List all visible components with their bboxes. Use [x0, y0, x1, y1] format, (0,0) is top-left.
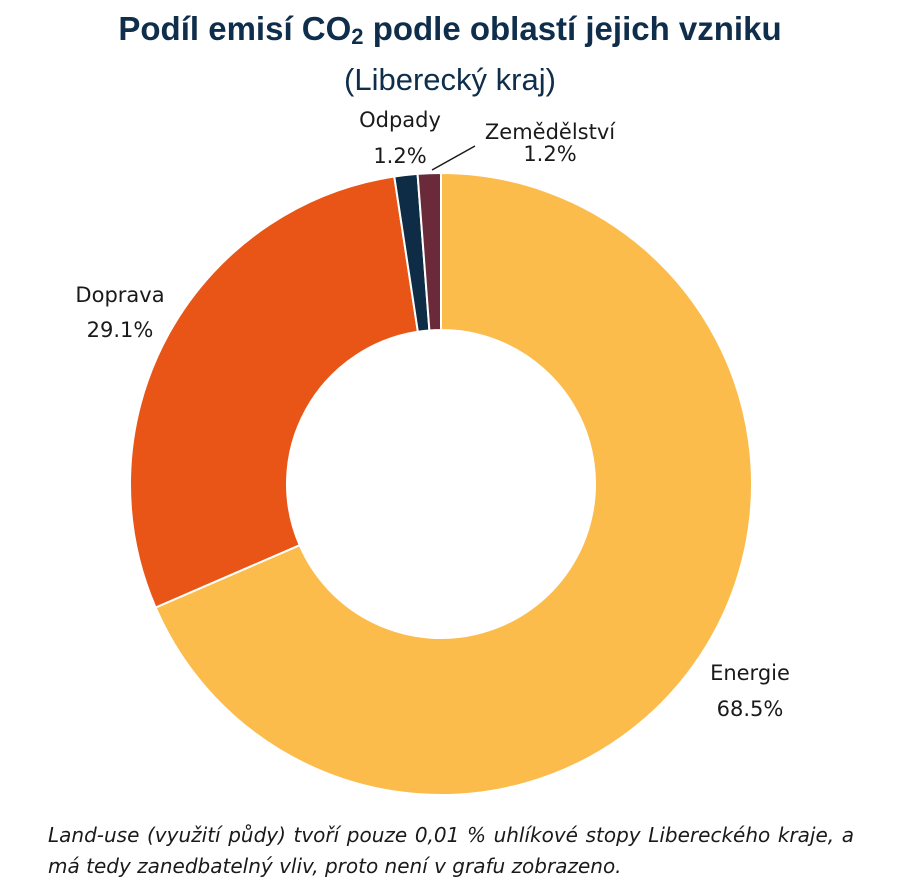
chart-subtitle: (Liberecký kraj): [344, 62, 556, 97]
slice-zemedelstvi: [416, 171, 442, 332]
leader-line-zemedelstvi: [431, 145, 476, 171]
slice-value-zemedelstvi: 1.2%: [523, 142, 576, 166]
slice-doprava: [129, 175, 420, 609]
slice-name-odpady: Odpady: [359, 108, 441, 132]
slice-name-zemedelstvi: Zemědělství: [485, 120, 616, 144]
slice-energie: [154, 171, 753, 796]
chart-title-rest: podle oblastí jejich vzniku: [363, 10, 782, 47]
slice-value-doprava: 29.1%: [87, 318, 154, 342]
slice-name-energie: Energie: [710, 661, 790, 685]
slice-name-doprava: Doprava: [75, 283, 164, 307]
chart-title-subscript: 2: [351, 24, 364, 49]
slice-value-odpady: 1.2%: [373, 144, 426, 168]
chart-title: Podíl emisí CO2 podle oblastí jejich vzn…: [0, 10, 900, 50]
footnote: Land-use (využití půdy) tvoří pouze 0,01…: [48, 823, 854, 878]
slice-value-energie: 68.5%: [717, 697, 784, 721]
chart-title-main: Podíl emisí CO: [118, 10, 352, 47]
